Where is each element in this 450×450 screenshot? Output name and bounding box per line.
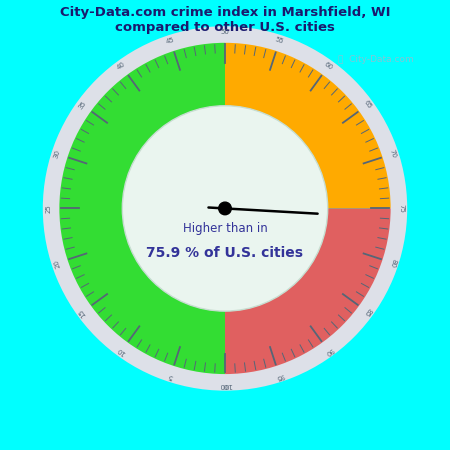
Text: Higher than in: Higher than in (183, 222, 267, 235)
Text: 50: 50 (220, 29, 230, 35)
Text: 65: 65 (363, 99, 373, 110)
Text: 100: 100 (218, 382, 232, 388)
Text: 10: 10 (116, 346, 127, 356)
Text: 95: 95 (274, 372, 285, 380)
Text: 20: 20 (53, 258, 62, 268)
Text: 85: 85 (363, 307, 373, 318)
Circle shape (219, 202, 231, 215)
Text: 80: 80 (388, 258, 397, 268)
Wedge shape (225, 43, 391, 208)
Circle shape (122, 106, 328, 311)
Text: 90: 90 (323, 346, 334, 356)
Text: 60: 60 (323, 61, 334, 71)
Text: 0: 0 (223, 382, 227, 388)
Text: 15: 15 (77, 307, 87, 318)
Text: 55: 55 (274, 36, 284, 45)
Text: 75.9 % of U.S. cities: 75.9 % of U.S. cities (147, 246, 303, 260)
Text: 25: 25 (45, 204, 52, 213)
Text: ⓘ  City-Data.com: ⓘ City-Data.com (338, 55, 414, 64)
Text: City-Data.com crime index in Marshfield, WI
compared to other U.S. cities: City-Data.com crime index in Marshfield,… (60, 6, 390, 34)
Text: 75: 75 (398, 204, 405, 213)
Wedge shape (43, 26, 407, 391)
Text: 30: 30 (53, 148, 62, 159)
Text: 5: 5 (167, 373, 174, 380)
Text: 45: 45 (166, 36, 176, 45)
Text: 40: 40 (116, 61, 126, 71)
Wedge shape (59, 43, 225, 374)
Text: 35: 35 (77, 99, 87, 110)
Text: 70: 70 (388, 148, 397, 159)
Wedge shape (225, 208, 391, 374)
